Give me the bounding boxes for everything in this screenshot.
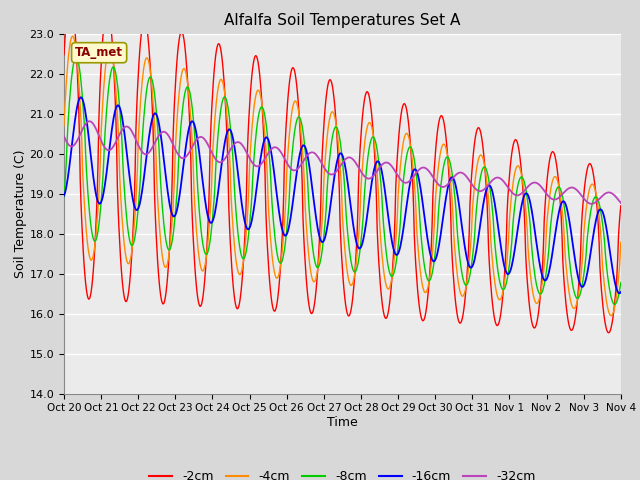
Y-axis label: Soil Temperature (C): Soil Temperature (C) bbox=[13, 149, 27, 278]
Legend: -2cm, -4cm, -8cm, -16cm, -32cm: -2cm, -4cm, -8cm, -16cm, -32cm bbox=[145, 465, 540, 480]
X-axis label: Time: Time bbox=[327, 416, 358, 429]
Title: Alfalfa Soil Temperatures Set A: Alfalfa Soil Temperatures Set A bbox=[224, 13, 461, 28]
Text: TA_met: TA_met bbox=[75, 46, 123, 59]
